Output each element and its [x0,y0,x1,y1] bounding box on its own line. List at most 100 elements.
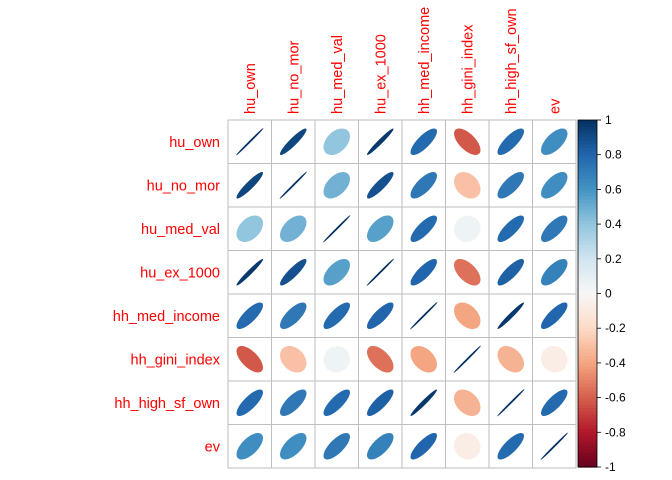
colorbar-segment [578,425,597,430]
matrix-cell [488,293,533,338]
colorbar-segment [578,460,597,465]
colorbar-segment [578,414,597,420]
correlation-ellipses [235,127,569,461]
column-label: hh_med_income [417,7,433,114]
correlation-ellipse [540,432,569,461]
colorbar-tick-label: -1 [605,460,616,474]
correlation-ellipse [366,128,394,156]
colorbar-segment [578,137,597,142]
colorbar-segment [578,449,597,454]
colorbar-tick-label: -0.6 [605,391,626,405]
colorbar-segment [578,373,597,378]
correlation-ellipse [496,388,525,417]
matrix-cell [445,206,490,251]
colorbar-segment [578,432,597,437]
row-label: hh_med_income [113,309,220,325]
colorbar-segment [578,359,597,364]
column-label: hu_ex_1000 [373,34,389,114]
colorbar-segment [578,140,597,145]
correlation-ellipse [497,171,525,199]
colorbar-segment [578,397,597,402]
colorbar-segment [578,442,597,447]
correlation-ellipse [279,345,307,373]
colorbar-segment [578,463,597,468]
colorbar-segment [578,355,597,361]
correlation-ellipse [236,389,264,417]
colorbar-segment [578,335,597,340]
colorbar-segment [578,175,597,180]
colorbar-segment [578,390,597,395]
colorbar-segment [578,362,597,367]
colorbar-segment [578,210,597,215]
colorbar-segment [578,338,597,343]
correlation-ellipse [410,258,438,286]
correlation-ellipse [323,432,351,460]
colorbar-segment [578,317,597,322]
colorbar-segment [578,168,597,173]
row-label: hh_high_sf_own [114,396,220,412]
colorbar-segment [578,439,597,444]
correlation-ellipse [497,345,525,373]
colorbar-tick-label: -0.2 [605,321,626,335]
colorbar-segment [578,310,597,315]
colorbar-segment [578,199,597,204]
correlation-ellipse [497,258,525,286]
correlation-ellipse [410,432,438,460]
colorbar-tick-label: 0.4 [605,217,622,231]
colorbar-segment [578,248,597,253]
correlation-ellipse [410,215,438,243]
colorbar-segment [578,401,597,406]
colorbar-segment [578,331,597,336]
colorbar-segment [578,453,597,458]
colorbar-segment [578,421,597,426]
colorbar-segment [578,314,597,319]
colorbar-segment [578,147,597,152]
colorbar-segment [578,206,597,211]
correlation-ellipse [366,302,394,330]
correlation-ellipse [279,258,307,286]
row-label: hu_no_mor [147,178,221,194]
colorbar-segment [578,303,597,308]
correlation-ellipse [410,128,438,156]
colorbar-segment [578,369,597,374]
correlation-ellipse [453,302,481,330]
colorbar-segment [578,178,597,184]
colorbar-segment [578,324,597,329]
correlation-ellipse [366,215,394,243]
correlation-ellipse [279,215,307,243]
column-label: hu_no_mor [286,40,302,114]
colorbar-segment [578,172,597,177]
colorbar-segment [578,120,597,125]
correlation-ellipse [540,302,568,330]
colorbar-segment [578,255,597,260]
colorbar-segment [578,241,597,246]
colorbar-tick-label: 0.6 [605,182,622,196]
colorbar-segment [578,342,597,347]
colorbar-segment [578,151,597,156]
correlation-ellipse [235,127,264,156]
colorbar-segment [578,244,597,249]
colorbar-segment [578,265,597,270]
correlation-ellipse [540,258,568,286]
correlation-ellipse [540,215,568,243]
row-label: hh_gini_index [131,352,221,368]
colorbar-segment [578,394,597,399]
colorbar-segment [578,376,597,381]
colorbar-segment [578,165,597,170]
column-labels: hu_own hu_no_mor hu_med_val hu_ex_1000 hh_me… [243,7,564,114]
correlation-ellipse [453,171,481,199]
column-label: ev [547,98,563,114]
correlation-ellipse [409,301,438,330]
correlation-ellipse [323,128,351,156]
correlation-ellipse [323,302,351,330]
correlation-matrix [227,119,577,469]
row-label: ev [205,439,221,455]
colorbar-segment [578,279,597,284]
correlation-ellipse [497,215,525,243]
correlation-ellipse [410,389,438,417]
colorbar-segment [578,251,597,256]
colorbar-segment [578,189,597,194]
row-labels: hu_own hu_no_mor hu_med_val hu_ex_1000 hh_me… [113,135,221,456]
correlation-ellipse [453,345,482,374]
